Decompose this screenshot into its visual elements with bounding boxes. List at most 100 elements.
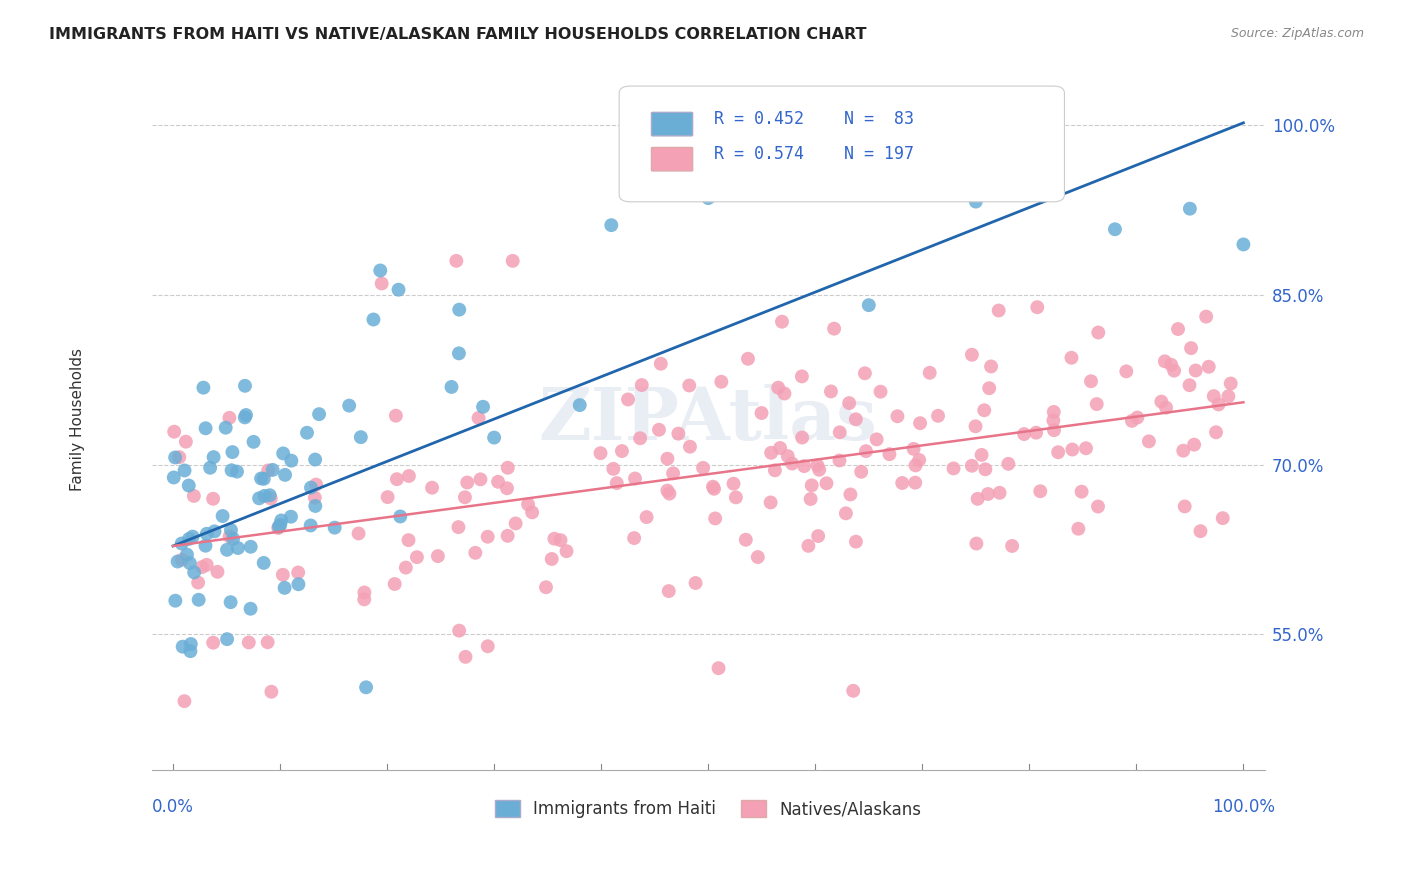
Natives/Alaskans [353, 592, 375, 607]
Immigrants from Haiti [295, 425, 318, 440]
Natives/Alaskans [839, 487, 862, 501]
Natives/Alaskans [1154, 401, 1177, 415]
Natives/Alaskans [904, 475, 927, 490]
Natives/Alaskans [692, 461, 714, 475]
Natives/Alaskans [589, 446, 612, 460]
Natives/Alaskans [797, 539, 820, 553]
Natives/Alaskans [486, 475, 509, 489]
Natives/Alaskans [997, 457, 1019, 471]
Natives/Alaskans [467, 411, 489, 425]
Immigrants from Haiti [215, 420, 238, 434]
Natives/Alaskans [792, 431, 814, 445]
Natives/Alaskans [305, 477, 328, 491]
Natives/Alaskans [734, 533, 756, 547]
Natives/Alaskans [980, 359, 1002, 374]
Natives/Alaskans [666, 426, 689, 441]
Natives/Alaskans [477, 640, 499, 654]
Natives/Alaskans [973, 403, 995, 417]
Natives/Alaskans [477, 530, 499, 544]
Natives/Alaskans [869, 384, 891, 399]
Natives/Alaskans [170, 553, 193, 567]
Natives/Alaskans [202, 491, 225, 506]
Natives/Alaskans [1080, 374, 1102, 388]
Immigrants from Haiti [354, 681, 377, 695]
Natives/Alaskans [979, 381, 1001, 395]
Natives/Alaskans [505, 516, 527, 531]
Natives/Alaskans [385, 409, 408, 423]
Natives/Alaskans [650, 357, 672, 371]
Natives/Alaskans [853, 366, 876, 380]
Immigrants from Haiti [270, 513, 292, 527]
Immigrants from Haiti [187, 592, 209, 607]
Natives/Alaskans [903, 442, 925, 456]
Immigrants from Haiti [350, 430, 373, 444]
Immigrants from Haiti [600, 218, 623, 232]
Immigrants from Haiti [1104, 222, 1126, 236]
Natives/Alaskans [1029, 484, 1052, 499]
Natives/Alaskans [658, 486, 681, 500]
Natives/Alaskans [447, 520, 470, 534]
Natives/Alaskans [624, 471, 647, 485]
Legend: Immigrants from Haiti, Natives/Alaskans: Immigrants from Haiti, Natives/Alaskans [488, 793, 928, 825]
Text: R = 0.452    N =  83: R = 0.452 N = 83 [714, 110, 914, 128]
Immigrants from Haiti [215, 542, 238, 557]
Natives/Alaskans [1026, 300, 1049, 314]
Natives/Alaskans [1218, 389, 1240, 403]
Natives/Alaskans [918, 366, 941, 380]
Immigrants from Haiti [308, 407, 330, 421]
Natives/Alaskans [1184, 363, 1206, 377]
Natives/Alaskans [773, 386, 796, 401]
Immigrants from Haiti [697, 191, 720, 205]
Natives/Alaskans [426, 549, 449, 563]
Natives/Alaskans [770, 315, 793, 329]
Natives/Alaskans [1182, 437, 1205, 451]
Natives/Alaskans [790, 369, 813, 384]
Natives/Alaskans [886, 409, 908, 424]
Immigrants from Haiti [173, 463, 195, 477]
Immigrants from Haiti [323, 521, 346, 535]
Natives/Alaskans [496, 460, 519, 475]
Immigrants from Haiti [368, 263, 391, 277]
Natives/Alaskans [347, 526, 370, 541]
Text: ZIPAtlas: ZIPAtlas [538, 384, 877, 455]
Immigrants from Haiti [179, 644, 201, 658]
Natives/Alaskans [1121, 414, 1143, 428]
Natives/Alaskans [1195, 310, 1218, 324]
Immigrants from Haiti [172, 640, 194, 654]
Natives/Alaskans [304, 491, 326, 505]
Immigrants from Haiti [198, 460, 221, 475]
Natives/Alaskans [960, 458, 983, 473]
Natives/Alaskans [793, 459, 815, 474]
Natives/Alaskans [1012, 427, 1035, 442]
Immigrants from Haiti [181, 530, 204, 544]
Natives/Alaskans [724, 491, 747, 505]
Natives/Alaskans [454, 491, 477, 505]
Immigrants from Haiti [239, 540, 262, 554]
Immigrants from Haiti [194, 421, 217, 435]
Immigrants from Haiti [304, 452, 326, 467]
Natives/Alaskans [1178, 378, 1201, 392]
Natives/Alaskans [806, 458, 828, 473]
Natives/Alaskans [891, 475, 914, 490]
Immigrants from Haiti [299, 518, 322, 533]
Natives/Alaskans [737, 351, 759, 366]
Immigrants from Haiti [1178, 202, 1201, 216]
Natives/Alaskans [800, 491, 823, 506]
Immigrants from Haiti [165, 593, 187, 607]
Immigrants from Haiti [250, 471, 273, 485]
Natives/Alaskans [808, 463, 831, 477]
Natives/Alaskans [828, 453, 851, 467]
Natives/Alaskans [1042, 413, 1064, 427]
Natives/Alaskans [977, 487, 1000, 501]
Natives/Alaskans [988, 485, 1011, 500]
Natives/Alaskans [628, 431, 651, 445]
Natives/Alaskans [707, 661, 730, 675]
Natives/Alaskans [606, 476, 628, 491]
Text: Source: ZipAtlas.com: Source: ZipAtlas.com [1230, 27, 1364, 40]
Natives/Alaskans [908, 453, 931, 467]
Natives/Alaskans [1205, 425, 1227, 440]
Natives/Alaskans [1160, 358, 1182, 372]
Natives/Alaskans [1198, 359, 1220, 374]
Immigrants from Haiti [177, 532, 200, 546]
Natives/Alaskans [271, 567, 294, 582]
